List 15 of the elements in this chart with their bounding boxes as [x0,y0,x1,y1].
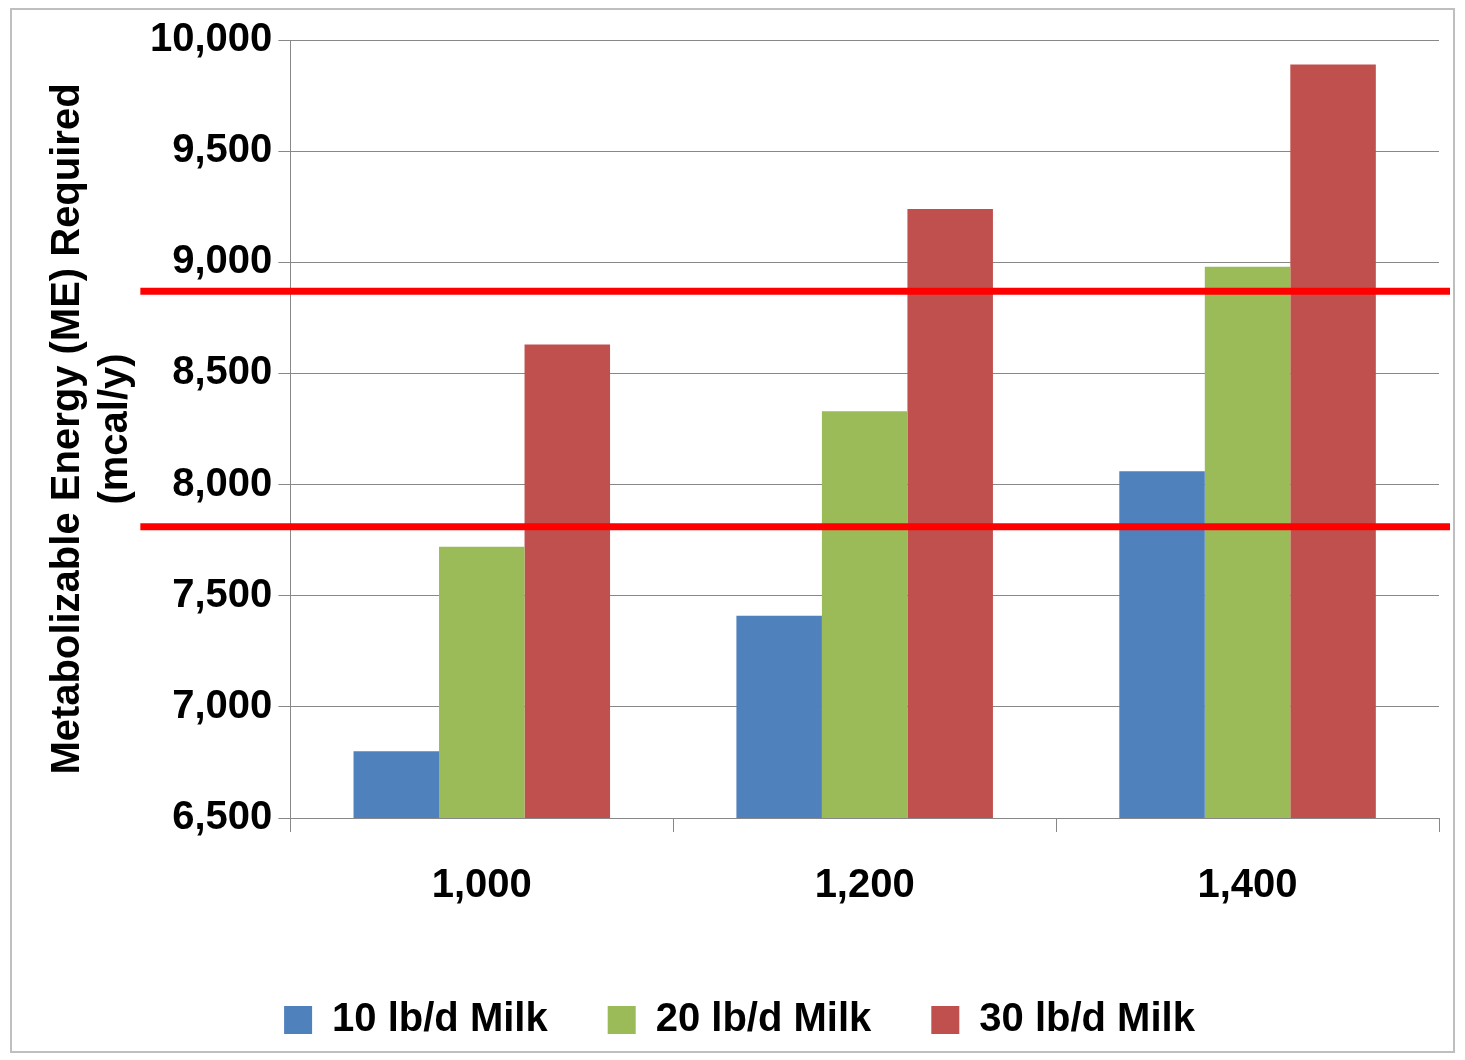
y-tick-label: 9,500 [172,126,273,171]
legend-label: 10 lb/d Milk [332,995,549,1040]
legend-label: 20 lb/d Milk [655,995,873,1040]
y-tick-label: 9,000 [172,237,273,282]
y-axis-title: Metabolizable Energy (ME) Required (mcal/y) [43,83,136,775]
y-tick-label: 10,000 [150,15,273,60]
y-tick-label: 7,000 [172,681,273,726]
y-tick-label: 8,500 [172,348,273,393]
x-tick-label: 1,200 [814,861,915,906]
x-tick-label: 1,000 [431,861,532,906]
y-tick-label: 6,500 [172,793,273,838]
y-tick-label: 8,000 [172,459,273,504]
x-tick-label: 1,400 [1197,861,1298,906]
y-tick-label: 7,500 [172,570,273,615]
legend-label: 30 lb/d Milk [979,995,1196,1040]
